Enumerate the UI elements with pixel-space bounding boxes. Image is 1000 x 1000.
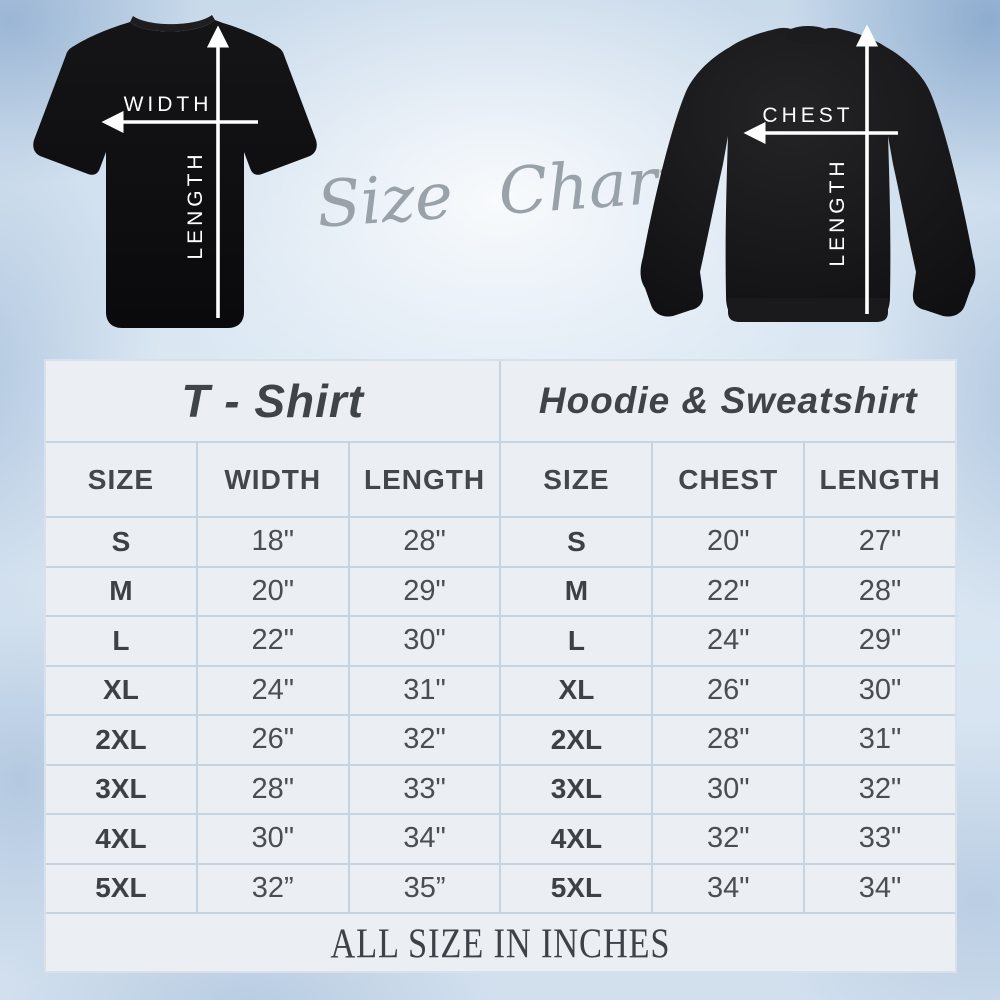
tshirt-5xl-width: 32” <box>197 864 348 912</box>
tshirt-xl-length: 31" <box>349 666 500 714</box>
tshirt-m-length: 29" <box>349 567 500 615</box>
tshirt-5xl-length: 35” <box>349 864 500 912</box>
hoodie-col-chest: CHEST <box>653 443 804 516</box>
hoodie-table-title: Hoodie & Sweatshirt <box>501 361 955 441</box>
hoodie-l-length: 29" <box>805 617 955 665</box>
tshirt-col-size: SIZE <box>46 443 196 516</box>
tshirt-4xl-width: 30" <box>197 815 348 863</box>
tshirt-5xl-size: 5XL <box>46 864 196 912</box>
tshirt-l-length: 30" <box>349 617 500 665</box>
hoodie-xl-chest: 26" <box>653 666 804 714</box>
size-table: T - Shirt Hoodie & Sweatshirt SIZE WIDTH… <box>44 359 957 973</box>
tshirt-2xl-size: 2XL <box>46 716 196 764</box>
tshirt-l-width: 22" <box>197 617 348 665</box>
hoodie-4xl-size: 4XL <box>501 815 652 863</box>
tshirt-3xl-size: 3XL <box>46 765 196 813</box>
tshirt-xl-width: 24" <box>197 666 348 714</box>
hoodie-5xl-length: 34" <box>805 864 955 912</box>
sweatshirt-chest-label: CHEST <box>762 104 853 127</box>
tshirt-m-width: 20" <box>197 567 348 615</box>
tshirt-s-length: 28" <box>349 518 500 566</box>
tshirt-diagram: WIDTH LENGTH <box>33 15 317 328</box>
tshirt-col-length: LENGTH <box>349 443 500 516</box>
tshirt-length-label: LENGTH <box>184 150 207 259</box>
table-footer-note: ALL SIZE IN INCHES <box>46 914 955 971</box>
hoodie-3xl-chest: 30" <box>653 765 804 813</box>
hoodie-4xl-length: 33" <box>805 815 955 863</box>
tshirt-4xl-size: 4XL <box>46 815 196 863</box>
sweatshirt-length-label: LENGTH <box>826 157 849 266</box>
hoodie-5xl-chest: 34" <box>653 864 804 912</box>
sweatshirt-collar <box>785 26 831 44</box>
tshirt-s-size: S <box>46 518 196 566</box>
hoodie-s-chest: 20" <box>653 518 804 566</box>
tshirt-width-label: WIDTH <box>124 93 213 116</box>
hoodie-s-size: S <box>501 518 652 566</box>
hoodie-2xl-size: 2XL <box>501 716 652 764</box>
hoodie-m-length: 28" <box>805 567 955 615</box>
hoodie-xl-length: 30" <box>805 666 955 714</box>
tshirt-4xl-length: 34" <box>349 815 500 863</box>
hoodie-s-length: 27" <box>805 518 955 566</box>
hoodie-3xl-length: 32" <box>805 765 955 813</box>
tshirt-s-width: 18" <box>197 518 348 566</box>
tshirt-m-size: M <box>46 567 196 615</box>
tshirt-l-size: L <box>46 617 196 665</box>
tshirt-xl-size: XL <box>46 666 196 714</box>
footer-note-text: ALL SIZE IN INCHES <box>330 918 671 967</box>
tshirt-2xl-width: 26" <box>197 716 348 764</box>
hoodie-2xl-length: 31" <box>805 716 955 764</box>
sweatshirt-silhouette <box>640 27 976 323</box>
sweatshirt-hem-band <box>728 298 888 322</box>
tshirt-col-width: WIDTH <box>197 443 348 516</box>
hoodie-5xl-size: 5XL <box>501 864 652 912</box>
hoodie-col-size: SIZE <box>501 443 652 516</box>
hoodie-l-chest: 24" <box>653 617 804 665</box>
sweatshirt-diagram: CHEST LENGTH <box>640 24 976 323</box>
hoodie-xl-size: XL <box>501 666 652 714</box>
tshirt-2xl-length: 32" <box>349 716 500 764</box>
hoodie-4xl-chest: 32" <box>653 815 804 863</box>
hoodie-col-length: LENGTH <box>805 443 955 516</box>
hoodie-3xl-size: 3XL <box>501 765 652 813</box>
hoodie-m-chest: 22" <box>653 567 804 615</box>
tshirt-collar <box>130 15 215 32</box>
tshirt-3xl-width: 28" <box>197 765 348 813</box>
hoodie-l-size: L <box>501 617 652 665</box>
hoodie-m-size: M <box>501 567 652 615</box>
tshirt-silhouette <box>33 20 317 328</box>
hoodie-2xl-chest: 28" <box>653 716 804 764</box>
tshirt-table-title: T - Shirt <box>46 361 500 441</box>
tshirt-3xl-length: 33" <box>349 765 500 813</box>
